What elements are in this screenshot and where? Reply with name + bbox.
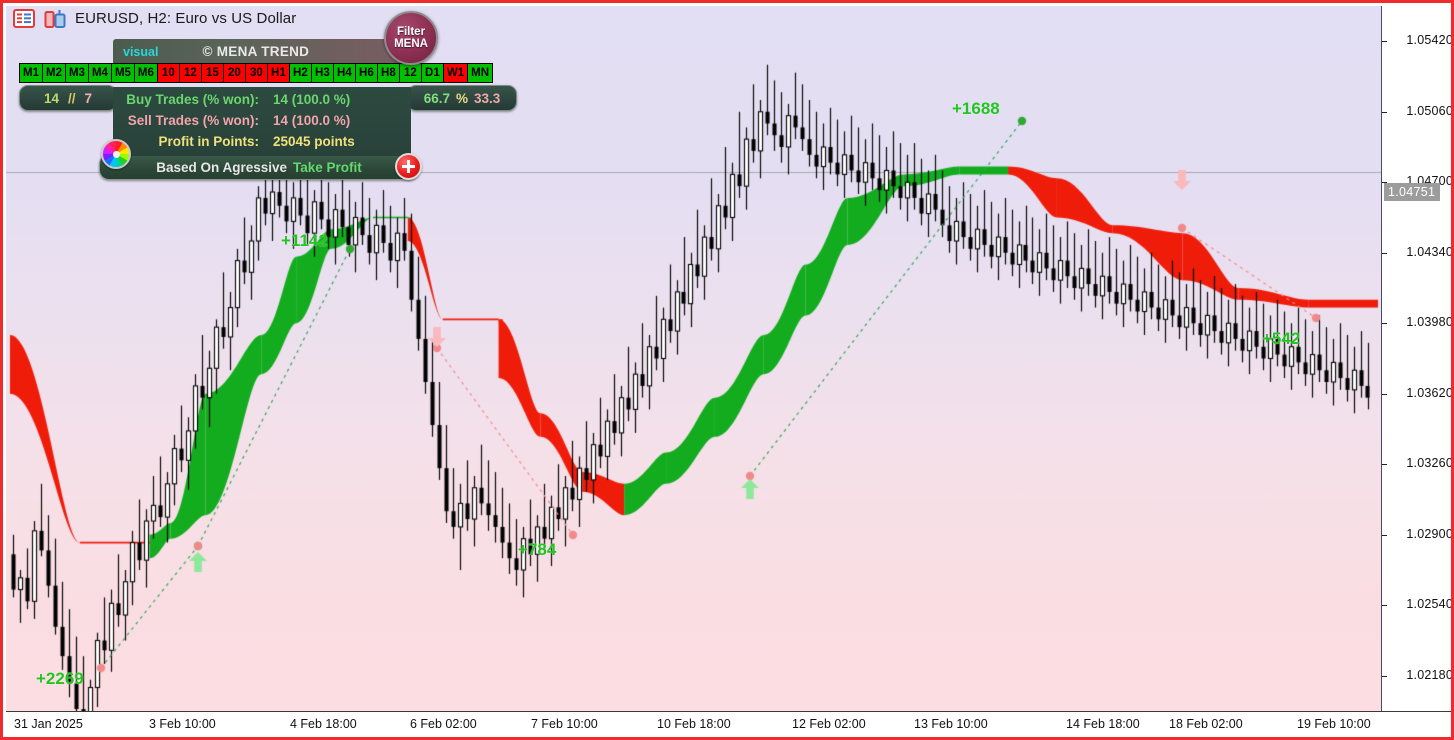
- timeframe-m6-5[interactable]: M6: [134, 64, 158, 82]
- price-tick-mark: [1382, 675, 1387, 677]
- mena-trend-panel: visual © MENA TREND: [113, 39, 411, 64]
- timeframe-30-10[interactable]: 30: [245, 64, 268, 82]
- time-tick: 7 Feb 10:00: [531, 717, 598, 731]
- trade-counter-a: 14: [43, 90, 59, 106]
- mena-panel-header: visual © MENA TREND: [113, 39, 411, 64]
- mena-brand-label: © MENA TREND: [202, 44, 310, 59]
- trade-profit-label: +1142: [281, 231, 328, 250]
- price-axis[interactable]: 1.05420 1.05060 1.04700 1.04340 1.03980 1.036…: [1381, 6, 1453, 711]
- price-tick: 1.05060: [1406, 103, 1453, 118]
- stat-label-prof: Profit in Points:: [158, 134, 260, 149]
- timeframe-h2-12[interactable]: H2: [289, 64, 312, 82]
- time-tick: 3 Feb 10:00: [149, 717, 216, 731]
- filter-badge-line2: MENA: [394, 38, 428, 50]
- plus-icon[interactable]: [395, 153, 422, 180]
- price-tick: 1.02900: [1406, 526, 1453, 541]
- filter-mena-button[interactable]: Filter MENA: [384, 11, 438, 65]
- time-tick: 14 Feb 18:00: [1066, 717, 1140, 731]
- price-tick: 1.03980: [1406, 315, 1453, 330]
- time-tick: 10 Feb 18:00: [657, 717, 731, 731]
- time-tick: 19 Feb 10:00: [1297, 717, 1371, 731]
- price-tick-mark: [1382, 605, 1387, 607]
- win-ratio-sep: %: [455, 90, 468, 106]
- stat-label-buy: Buy Trades (% won):: [126, 92, 259, 107]
- price-tick: 1.03260: [1406, 456, 1453, 471]
- timeframe-12-17[interactable]: 12: [399, 64, 422, 82]
- timeframe-w1-19[interactable]: W1: [443, 64, 469, 82]
- chart-view-icon[interactable]: [44, 9, 66, 28]
- current-price-tag: 1.04751: [1384, 183, 1441, 201]
- symbol-title: EURUSD, H2: Euro vs US Dollar: [75, 10, 297, 27]
- price-tick-mark: [1382, 323, 1387, 325]
- trade-profit-label: +2269: [36, 669, 84, 688]
- timeframe-12-7[interactable]: 12: [179, 64, 202, 82]
- timeframe-h4-14[interactable]: H4: [333, 64, 356, 82]
- time-tick: 4 Feb 18:00: [290, 717, 357, 731]
- time-axis[interactable]: 31 Jan 2025 3 Feb 10:00 4 Feb 18:00 6 Feb 0…: [6, 711, 1451, 737]
- win-ratio-b: 33.3: [474, 90, 501, 106]
- mena-panel-footer: Based On Agressive Take Profit: [99, 154, 419, 180]
- filter-badge-line1: Filter: [396, 25, 426, 38]
- trade-counter-pill: 14 // 7: [19, 85, 117, 111]
- timeframe-m3-2[interactable]: M3: [65, 64, 89, 82]
- timeframe-mn-20[interactable]: MN: [468, 64, 493, 82]
- stat-label-sell: Sell Trades (% won):: [127, 113, 259, 128]
- footer-suffix-label: Take Profit: [293, 159, 362, 175]
- price-tick: 1.03620: [1406, 385, 1453, 400]
- color-wheel-icon[interactable]: [101, 139, 131, 169]
- price-tick: 1.02540: [1406, 597, 1453, 612]
- stat-row-buy: Buy Trades (% won): 14 (100.0 %): [113, 89, 411, 110]
- stat-row-prof: Profit in Points: 25045 points: [113, 131, 411, 152]
- trade-profit-label: +542: [1262, 329, 1301, 348]
- price-tick-mark: [1382, 182, 1387, 184]
- mena-stats-body: Buy Trades (% won): 14 (100.0 %) Sell Trad…: [113, 87, 411, 156]
- timeframe-h3-13[interactable]: H3: [311, 64, 334, 82]
- timeframe-10-6[interactable]: 10: [157, 64, 180, 82]
- price-tick-mark: [1382, 252, 1387, 254]
- stat-value-sell: 14 (100.0 %): [273, 113, 351, 128]
- price-tick: 1.05420: [1406, 33, 1453, 48]
- timeframe-20-9[interactable]: 20: [223, 64, 246, 82]
- stat-row-sell: Sell Trades (% won): 14 (100.0 %): [113, 110, 411, 131]
- time-tick: 18 Feb 02:00: [1169, 717, 1243, 731]
- timeframe-m5-4[interactable]: M5: [111, 64, 135, 82]
- visual-mode-label[interactable]: visual: [123, 44, 159, 59]
- price-tick: 1.04340: [1406, 244, 1453, 259]
- list-view-icon[interactable]: [13, 9, 35, 28]
- timeframe-15-8[interactable]: 15: [201, 64, 224, 82]
- win-ratio-pill: 66.7 % 33.3: [407, 85, 517, 111]
- timeframe-m1-0[interactable]: M1: [20, 64, 43, 82]
- timeframe-h1-11[interactable]: H1: [267, 64, 290, 82]
- price-tick-mark: [1382, 393, 1387, 395]
- time-tick: 6 Feb 02:00: [410, 717, 477, 731]
- footer-prefix-label: Based On Agressive: [156, 159, 288, 175]
- timeframe-m4-3[interactable]: M4: [88, 64, 112, 82]
- trade-profit-label: +784: [518, 540, 557, 559]
- win-ratio-a: 66.7: [423, 90, 450, 106]
- timeframe-d1-18[interactable]: D1: [421, 64, 444, 82]
- timeframe-selector[interactable]: M1 M2 M3 M4 M5 M6 10 12 15 20 30 H1 H2 H3 H4 H6 H8 12 D1 W1…: [19, 63, 494, 83]
- trade-counter-b: 7: [84, 90, 93, 106]
- price-tick-mark: [1382, 464, 1387, 466]
- time-tick: 13 Feb 10:00: [914, 717, 988, 731]
- time-tick: 12 Feb 02:00: [792, 717, 866, 731]
- price-tick-mark: [1382, 41, 1387, 43]
- price-tick-mark: [1382, 534, 1387, 536]
- stat-value-buy: 14 (100.0 %): [273, 92, 351, 107]
- timeframe-h6-15[interactable]: H6: [355, 64, 378, 82]
- symbol-bar: EURUSD, H2: Euro vs US Dollar: [13, 9, 296, 28]
- trade-counter-sep: //: [68, 90, 76, 106]
- timeframe-m2-1[interactable]: M2: [42, 64, 66, 82]
- price-tick: 1.02180: [1406, 667, 1453, 682]
- stat-value-prof: 25045 points: [273, 134, 355, 149]
- price-tick-mark: [1382, 111, 1387, 113]
- timeframe-h8-16[interactable]: H8: [377, 64, 400, 82]
- trade-profit-label: +1688: [952, 99, 1000, 118]
- time-tick: 31 Jan 2025: [14, 717, 83, 731]
